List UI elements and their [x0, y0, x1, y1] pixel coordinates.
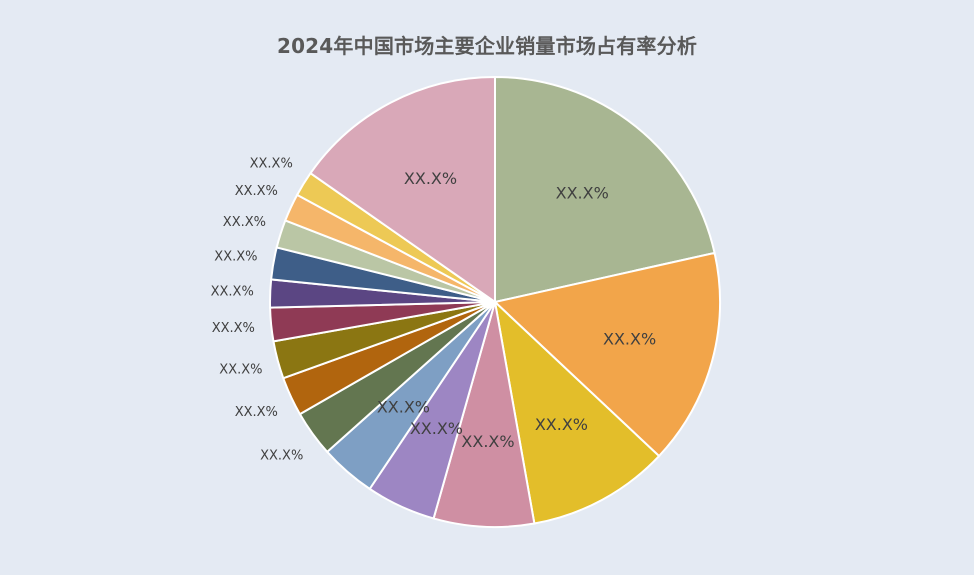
data-label-5: XX.X% — [410, 419, 463, 438]
data-label-15: XX.X% — [250, 156, 293, 171]
data-label-9: XX.X% — [219, 362, 262, 377]
data-label-11: XX.X% — [211, 285, 254, 300]
data-label-1: XX.X% — [556, 184, 609, 203]
data-label-10: XX.X% — [212, 321, 255, 336]
data-label-6: XX.X% — [377, 398, 430, 417]
pie-slices — [269, 75, 721, 528]
pie-slice-4 — [432, 301, 536, 528]
chart-title: 2024年中国市场主要企业销量市场占有率分析 — [276, 34, 698, 58]
data-label-7: XX.X% — [260, 448, 303, 463]
pie-slice-16 — [309, 75, 496, 304]
data-label-16: XX.X% — [404, 169, 457, 188]
data-label-12: XX.X% — [214, 249, 257, 264]
data-label-4: XX.X% — [461, 432, 514, 451]
pie-slice-2 — [492, 251, 721, 458]
pie-slice-1 — [494, 75, 716, 304]
data-label-2: XX.X% — [603, 329, 656, 348]
data-label-8: XX.X% — [235, 405, 278, 420]
pie-data-labels: XX.X%XX.X%XX.X%XX.X%XX.X%XX.X%XX.X%XX.X%… — [211, 156, 657, 463]
pie-slice-3 — [493, 299, 661, 525]
data-label-14: XX.X% — [235, 184, 278, 199]
data-label-3: XX.X% — [535, 415, 588, 434]
data-label-13: XX.X% — [223, 215, 266, 230]
